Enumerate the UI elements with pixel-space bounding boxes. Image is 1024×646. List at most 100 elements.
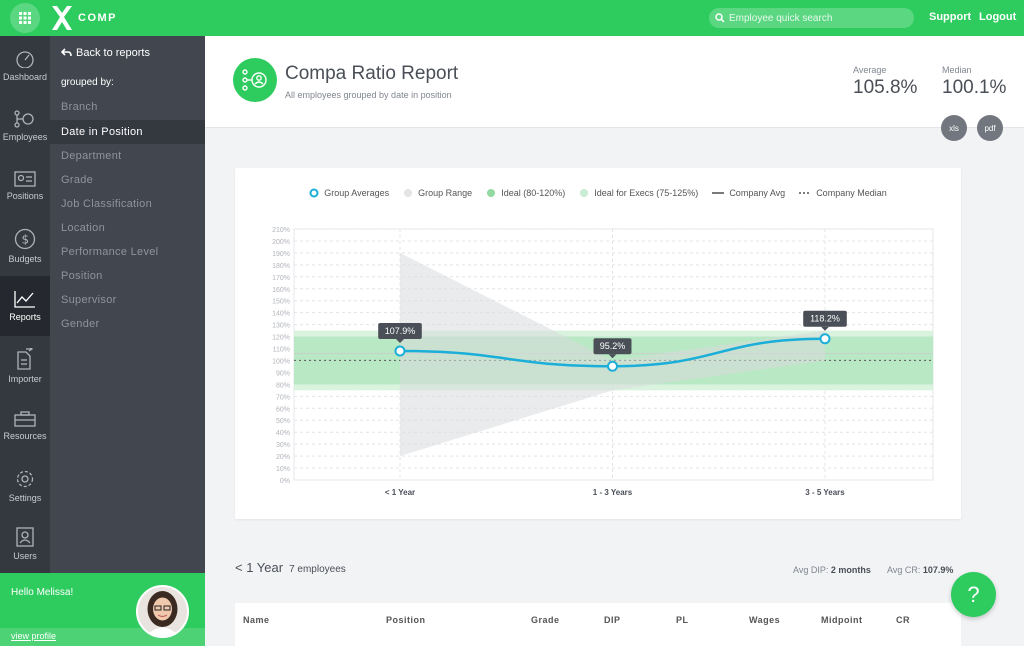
chart-card: Group Averages Group Range Ideal (80-120…	[235, 168, 961, 519]
back-arrow-icon	[61, 48, 72, 57]
group-location[interactable]: Location	[61, 222, 105, 234]
nav-dashboard[interactable]: Dashboard	[0, 36, 50, 96]
y-tick-label: 0%	[280, 478, 290, 485]
y-tick-label: 80%	[276, 382, 290, 389]
group-job-classification[interactable]: Job Classification	[61, 198, 152, 210]
group-date-in-position[interactable]: Date in Position	[50, 120, 205, 144]
legend-label: Company Median	[816, 188, 887, 198]
legend-group-range[interactable]: Group Range	[403, 188, 472, 198]
y-tick-label: 110%	[273, 347, 290, 354]
help-button[interactable]: ?	[951, 572, 996, 617]
legend-ideal[interactable]: Ideal (80-120%)	[486, 188, 565, 198]
legend-line-icon	[712, 192, 725, 194]
user-greeting: Hello Melissa!	[11, 587, 74, 598]
avatar[interactable]	[136, 585, 189, 638]
employee-table-header: Name Position Grade DIP PL Wages Midpoin…	[235, 603, 961, 646]
legend-group-averages[interactable]: Group Averages	[309, 188, 389, 198]
nav-label: Dashboard	[2, 72, 48, 82]
col-dip[interactable]: DIP	[604, 615, 621, 625]
page-subtitle: All employees grouped by date in positio…	[285, 90, 452, 100]
average-value: 105.8%	[853, 77, 918, 98]
y-tick-label: 200%	[272, 239, 290, 246]
employee-search[interactable]	[709, 8, 914, 28]
view-profile-link[interactable]: view profile	[11, 631, 57, 641]
back-to-reports-link[interactable]: Back to reports	[61, 47, 150, 59]
user-card: Hello Melissa! view profile	[0, 573, 205, 646]
legend-company-avg[interactable]: Company Avg	[712, 188, 785, 198]
logo-text: COMP	[78, 12, 117, 24]
col-midpoint[interactable]: Midpoint	[821, 615, 863, 625]
app-logo[interactable]: COMP	[50, 5, 117, 31]
col-position[interactable]: Position	[386, 615, 426, 625]
legend-dot-icon	[580, 189, 589, 197]
export-pdf-button[interactable]: pdf	[977, 115, 1003, 141]
y-tick-label: 30%	[276, 442, 290, 449]
col-pl[interactable]: PL	[676, 615, 689, 625]
report-header: Compa Ratio Report All employees grouped…	[205, 36, 1024, 128]
nav-resources[interactable]: Resources	[0, 396, 50, 456]
search-input[interactable]	[729, 12, 899, 24]
group-supervisor[interactable]: Supervisor	[61, 294, 117, 306]
group-range-area	[400, 252, 825, 457]
nav-reports[interactable]: Reports	[0, 276, 50, 336]
grouped-by-label: grouped by:	[61, 77, 114, 88]
legend-ideal-execs[interactable]: Ideal for Execs (75-125%)	[579, 188, 698, 198]
nav-label: Users	[13, 551, 37, 561]
group-gender[interactable]: Gender	[61, 318, 100, 330]
data-point	[394, 345, 406, 357]
data-label-pointer	[608, 354, 617, 359]
y-tick-label: 10%	[276, 466, 290, 473]
page-title: Compa Ratio Report	[285, 63, 459, 84]
data-label-pointer	[396, 339, 404, 344]
gauge-icon	[16, 51, 34, 68]
col-grade[interactable]: Grade	[531, 615, 560, 625]
main-nav: Dashboard Employees Positions $ Budgets …	[0, 36, 50, 573]
group-section-header: < 1 Year 7 employees	[235, 560, 346, 575]
nav-positions[interactable]: Positions	[0, 156, 50, 216]
median-label: Median	[942, 65, 972, 75]
data-label-pointer	[821, 326, 829, 331]
nav-users[interactable]: Users	[0, 514, 50, 574]
y-tick-label: 20%	[276, 454, 290, 461]
legend-company-median[interactable]: Company Median	[799, 188, 887, 198]
group-position[interactable]: Position	[61, 270, 103, 282]
col-name[interactable]: Name	[243, 615, 270, 625]
org-chart-icon	[242, 69, 267, 91]
nav-budgets[interactable]: $ Budgets	[0, 216, 50, 276]
data-point	[819, 333, 831, 345]
export-xls-button[interactable]: xls	[941, 115, 967, 141]
id-card-icon	[14, 171, 36, 187]
legend-label: Ideal for Execs (75-125%)	[594, 188, 699, 198]
employee-count: 7 employees	[289, 564, 346, 575]
legend-label: Group Range	[418, 188, 473, 198]
logout-link[interactable]: Logout	[979, 11, 1017, 23]
x-tick-label: 3 - 5 Years	[805, 488, 845, 497]
group-department[interactable]: Department	[61, 150, 122, 162]
search-icon	[715, 13, 725, 23]
gear-icon	[16, 470, 34, 488]
col-wages[interactable]: Wages	[749, 615, 781, 625]
support-link[interactable]: Support	[929, 11, 972, 23]
dollar-icon: $	[14, 228, 36, 250]
compa-ratio-chart: 0% 10% 20% 30% 40% 50% 60% 70% 80% 90% 100% 110% 120…	[272, 227, 934, 497]
nav-settings[interactable]: Settings	[0, 456, 50, 516]
x-logo-icon	[52, 6, 72, 30]
average-label: Average	[853, 65, 887, 75]
y-tick-label: 100%	[272, 358, 290, 365]
col-cr[interactable]: CR	[896, 615, 910, 625]
legend-label: Ideal (80-120%)	[501, 188, 566, 198]
legend-label: Company Avg	[729, 188, 786, 198]
group-branch[interactable]: Branch	[61, 101, 98, 113]
nav-employees[interactable]: Employees	[0, 96, 50, 156]
legend-dot-icon	[404, 189, 413, 197]
nav-label: Resources	[3, 431, 47, 441]
nav-label: Reports	[9, 312, 41, 322]
y-tick-label: 40%	[276, 430, 290, 437]
apps-grid-button[interactable]	[10, 3, 40, 33]
users-icon	[16, 527, 34, 547]
group-performance-level[interactable]: Performance Level	[61, 246, 159, 258]
user-photo-icon	[146, 591, 179, 636]
nav-importer[interactable]: Importer	[0, 336, 50, 396]
group-grade[interactable]: Grade	[61, 174, 94, 186]
avg-dip-label: Avg DIP:	[793, 565, 829, 575]
